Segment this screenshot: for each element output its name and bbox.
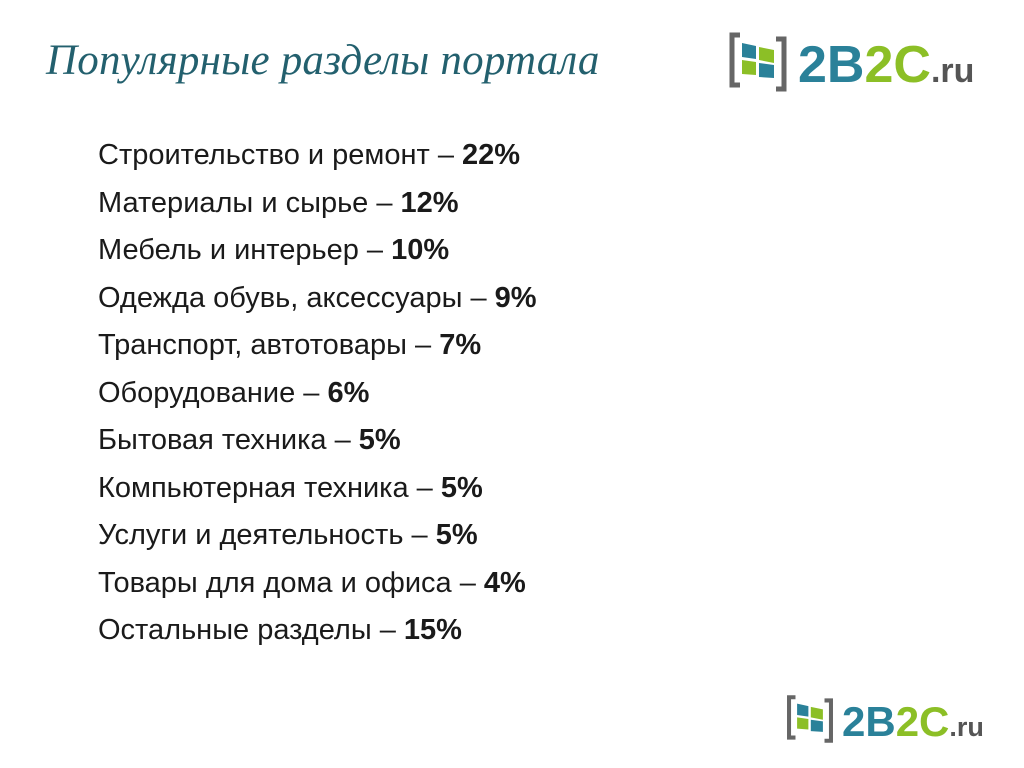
logo-text-2c: 2C	[895, 697, 950, 745]
item-label: Бытовая техника –	[98, 424, 359, 456]
list-item: Материалы и сырье – 12%	[98, 180, 537, 228]
item-label: Компьютерная техника –	[98, 471, 441, 504]
list-item: Транспорт, автотовары – 7%	[98, 322, 537, 370]
item-percent: 12%	[400, 186, 459, 219]
item-label: Остальные разделы –	[98, 614, 404, 646]
list-item: Бытовая техника – 5%	[98, 417, 537, 465]
item-percent: 9%	[494, 281, 537, 314]
item-percent: 4%	[483, 566, 526, 599]
logo-mark-icon	[726, 31, 790, 98]
sections-list: Строительство и ремонт – 22% Материалы и…	[98, 132, 537, 655]
list-item: Оборудование – 6%	[98, 370, 537, 418]
logo-text: 2B2C.ru	[842, 697, 984, 745]
item-label: Товары для дома и офиса –	[98, 566, 484, 599]
item-label: Транспорт, автотовары –	[98, 329, 440, 361]
list-item: Товары для дома и офиса – 4%	[98, 560, 537, 608]
item-label: Строительство и ремонт –	[98, 139, 463, 171]
slide-title: Популярные разделы портала	[46, 37, 600, 84]
logo-text-2c: 2C	[864, 35, 931, 94]
item-percent: 10%	[391, 234, 450, 266]
logo-text-ru: .ru	[949, 711, 984, 742]
list-item: Строительство и ремонт – 22%	[98, 132, 537, 180]
item-label: Мебель и интерьер –	[98, 234, 392, 266]
item-percent: 5%	[435, 519, 478, 551]
list-item: Мебель и интерьер – 10%	[98, 227, 537, 275]
logo-mark-icon	[784, 694, 836, 749]
list-item: Компьютерная техника – 5%	[98, 465, 537, 513]
item-label: Оборудование –	[98, 376, 328, 409]
logo-bottom: 2B2C.ru	[784, 694, 984, 749]
item-percent: 5%	[440, 471, 483, 504]
item-percent: 6%	[327, 376, 370, 409]
item-percent: 7%	[439, 329, 482, 361]
item-percent: 5%	[358, 424, 401, 456]
item-label: Одежда обувь, аксессуары –	[98, 281, 495, 314]
list-item: Остальные разделы – 15%	[98, 607, 537, 655]
item-label: Услуги и деятельность –	[98, 519, 436, 551]
item-percent: 22%	[462, 139, 521, 171]
list-item: Услуги и деятельность – 5%	[98, 512, 537, 560]
logo-text: 2B2C.ru	[798, 39, 974, 91]
logo-text-ru: .ru	[930, 51, 975, 90]
item-percent: 15%	[403, 614, 462, 646]
logo-top: 2B2C.ru	[726, 31, 974, 98]
item-label: Материалы и сырье –	[98, 186, 401, 219]
logo-text-2b: 2B	[798, 35, 865, 94]
list-item: Одежда обувь, аксессуары – 9%	[98, 275, 537, 323]
logo-text-2b: 2B	[842, 697, 896, 745]
